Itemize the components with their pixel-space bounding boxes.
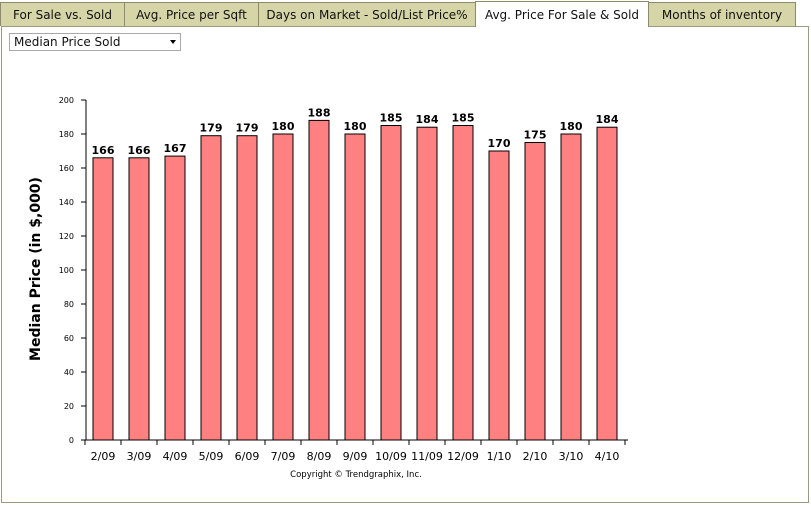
x-tick-label: 6/09 [235,450,260,463]
bar [236,135,258,441]
data-label: 180 [344,120,367,133]
x-tick-label: 2/09 [91,450,116,463]
x-tick-label: 8/09 [307,450,332,463]
data-label: 184 [596,113,619,126]
bar [416,126,438,441]
y-tick-label: 140 [59,198,74,207]
bar [200,135,222,441]
y-tick-label: 0 [69,436,74,445]
tab-for-sale-vs-sold[interactable]: For Sale vs. Sold [0,2,125,26]
bar [452,125,474,441]
data-label: 170 [488,137,511,150]
bar [164,155,186,441]
x-tick-label: 3/09 [127,450,152,463]
bar [560,133,582,441]
y-tick-label: 60 [64,334,74,343]
bar [272,133,294,441]
tab-avg-price-per-sqft[interactable]: Avg. Price per Sqft [124,2,259,26]
y-tick-label: 160 [59,164,74,173]
copyright-text: Copyright © Trendgraphix, Inc. [290,470,422,480]
data-label: 179 [236,122,259,135]
x-tick-label: 11/09 [411,450,443,463]
data-label: 179 [200,122,223,135]
bar [344,133,366,441]
metric-select-value: Median Price Sold [14,35,121,49]
x-tick-label: 12/09 [447,450,479,463]
x-tick-label: 4/10 [595,450,620,463]
data-label: 175 [524,129,547,142]
y-tick-label: 40 [64,368,74,377]
y-tick-label: 120 [59,232,74,241]
y-tick-label: 200 [59,96,74,105]
data-label: 166 [128,144,151,157]
bar [92,157,114,441]
x-tick-label: 5/09 [199,450,224,463]
y-tick-label: 180 [59,130,74,139]
x-tick-label: 3/10 [559,450,584,463]
x-tick-label: 1/10 [487,450,512,463]
tab-bar: For Sale vs. Sold Avg. Price per Sqft Da… [0,0,811,27]
data-label: 167 [164,142,187,155]
x-tick-label: 7/09 [271,450,296,463]
x-tick-label: 4/09 [163,450,188,463]
tab-avg-price-for-sale-and-sold[interactable]: Avg. Price For Sale & Sold [475,1,649,27]
y-tick-label: 100 [59,266,74,275]
data-label: 180 [272,120,295,133]
y-tick-label: 20 [64,402,74,411]
bar [596,126,618,441]
tab-months-of-inventory[interactable]: Months of inventory [648,2,796,26]
data-label: 184 [416,113,439,126]
x-tick-label: 9/09 [343,450,368,463]
bar [380,125,402,441]
bar [488,150,510,441]
data-label: 188 [308,106,331,119]
data-label: 185 [452,112,475,125]
x-tick-label: 2/10 [523,450,548,463]
data-label: 185 [380,112,403,125]
data-label: 180 [560,120,583,133]
y-tick-label: 80 [64,300,74,309]
bar [308,119,330,441]
x-tick-label: 10/09 [375,450,407,463]
bar [128,157,150,441]
bar [524,142,546,441]
data-label: 166 [92,144,115,157]
tab-days-on-market[interactable]: Days on Market - Sold/List Price% [258,2,476,26]
chevron-down-icon [170,40,176,44]
metric-select[interactable]: Median Price Sold [9,33,181,51]
y-axis-label: Median Price (in $,000) [28,177,44,361]
